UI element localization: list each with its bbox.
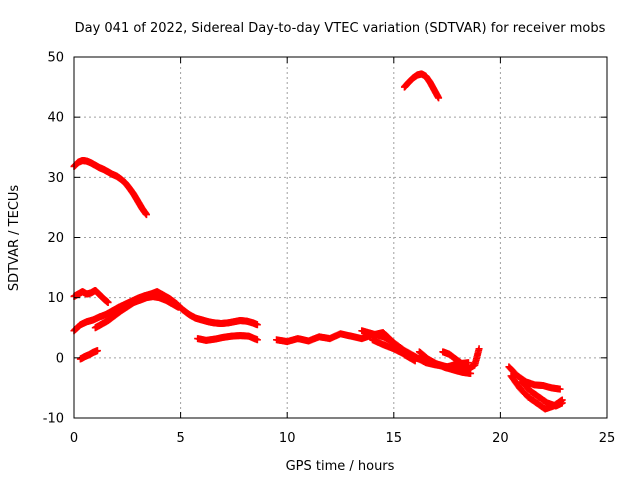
series-arc-early-10: [70, 286, 112, 306]
y-tick-label: 20: [47, 231, 64, 246]
data-points: [70, 70, 566, 413]
series-arc-late-c: [518, 378, 566, 410]
series-arc-lower-mid: [91, 292, 182, 332]
tick-labels: 0 5 10 15 20 25 -10 0 10 20 30 40 50: [43, 51, 616, 447]
y-tick-label: 30: [47, 171, 64, 186]
data-point: [435, 94, 443, 102]
x-tick-label: 25: [599, 431, 616, 446]
x-tick-label: 10: [279, 431, 296, 446]
y-tick-label: 10: [47, 291, 64, 306]
series-arc-main-rise: [70, 288, 261, 335]
data-point: [467, 369, 475, 377]
x-tick-label: 0: [70, 431, 78, 446]
series-arc-late-a: [505, 363, 564, 393]
y-tick-label: 0: [56, 351, 64, 366]
y-axis-label: SDTVAR / TECUs: [7, 185, 22, 292]
x-tick-label: 5: [176, 431, 184, 446]
y-tick-label: 50: [47, 51, 64, 66]
x-axis-label: GPS time / hours: [286, 459, 395, 474]
data-point: [174, 303, 182, 311]
data-point: [558, 399, 566, 407]
x-tick-label: 15: [386, 431, 403, 446]
x-tick-label: 20: [492, 431, 509, 446]
series-arc-evening-a: [439, 345, 483, 373]
grid: [74, 57, 607, 418]
data-point: [475, 345, 483, 353]
data-point: [253, 321, 261, 329]
data-point: [253, 336, 261, 344]
series-arc-near-zero: [76, 347, 101, 363]
series-arc-short-low: [194, 332, 261, 344]
data-point: [142, 211, 150, 219]
y-tick-label: 40: [47, 111, 64, 126]
y-tick-label: -10: [43, 412, 64, 427]
data-point: [104, 298, 112, 306]
data-point: [556, 385, 564, 393]
series-arc-evening-b: [415, 348, 475, 377]
series-arc-high-late: [400, 70, 443, 102]
data-point: [93, 347, 101, 355]
chart-title: Day 041 of 2022, Sidereal Day-to-day VTE…: [75, 21, 606, 36]
